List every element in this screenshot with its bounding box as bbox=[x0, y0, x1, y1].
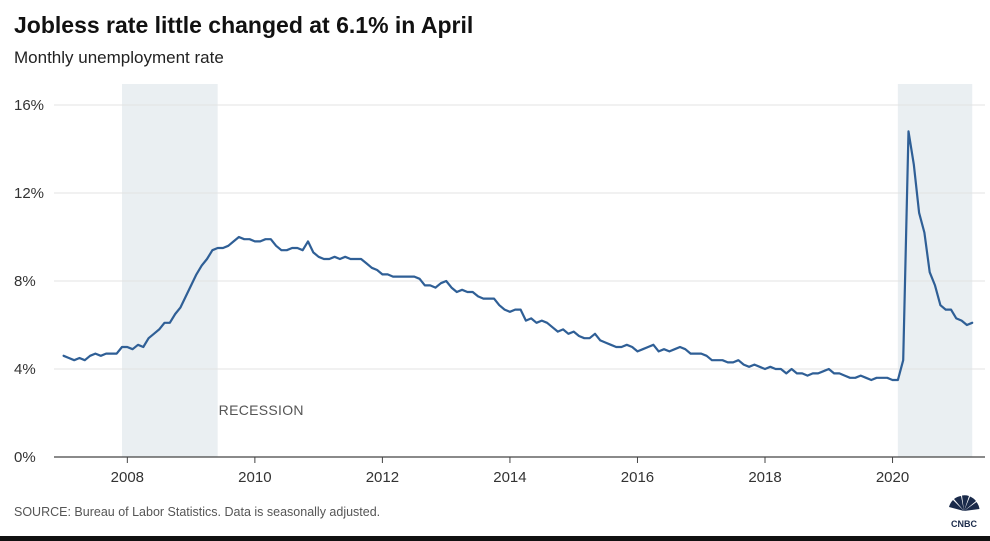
chart-subtitle: Monthly unemployment rate bbox=[14, 48, 224, 67]
x-tick-label: 2010 bbox=[238, 469, 271, 486]
logo-wordmark: CNBC bbox=[951, 519, 977, 529]
source-note: SOURCE: Bureau of Labor Statistics. Data… bbox=[14, 505, 381, 519]
x-tick-label: 2020 bbox=[876, 469, 909, 486]
annotations: RECESSION bbox=[219, 402, 304, 418]
x-tick-label: 2008 bbox=[111, 469, 144, 486]
y-tick-label: 16% bbox=[14, 97, 44, 114]
bottom-rule bbox=[0, 536, 990, 541]
recession-label: RECESSION bbox=[219, 402, 304, 418]
y-tick-label: 8% bbox=[14, 273, 36, 290]
cnbc-logo-icon: CNBC bbox=[949, 495, 980, 529]
x-axis: 2008 2010 2012 2014 2016 2018 2020 bbox=[54, 456, 985, 486]
y-tick-label: 4% bbox=[14, 361, 36, 378]
recession-band-0 bbox=[122, 84, 218, 457]
x-tick-label: 2014 bbox=[493, 469, 526, 486]
y-tick-label: 12% bbox=[14, 185, 44, 202]
recession-bands bbox=[122, 84, 973, 457]
x-tick-label: 2018 bbox=[748, 469, 781, 486]
series-lines bbox=[62, 130, 974, 382]
series-line-unemployment-rate bbox=[62, 130, 974, 382]
y-tick-label: 0% bbox=[14, 449, 36, 466]
x-tick-label: 2016 bbox=[621, 469, 654, 486]
y-axis-ticks: 0% 4% 8% 12% 16% bbox=[14, 97, 44, 466]
chart-title: Jobless rate little changed at 6.1% in A… bbox=[14, 12, 474, 38]
x-tick-label: 2012 bbox=[366, 469, 399, 486]
